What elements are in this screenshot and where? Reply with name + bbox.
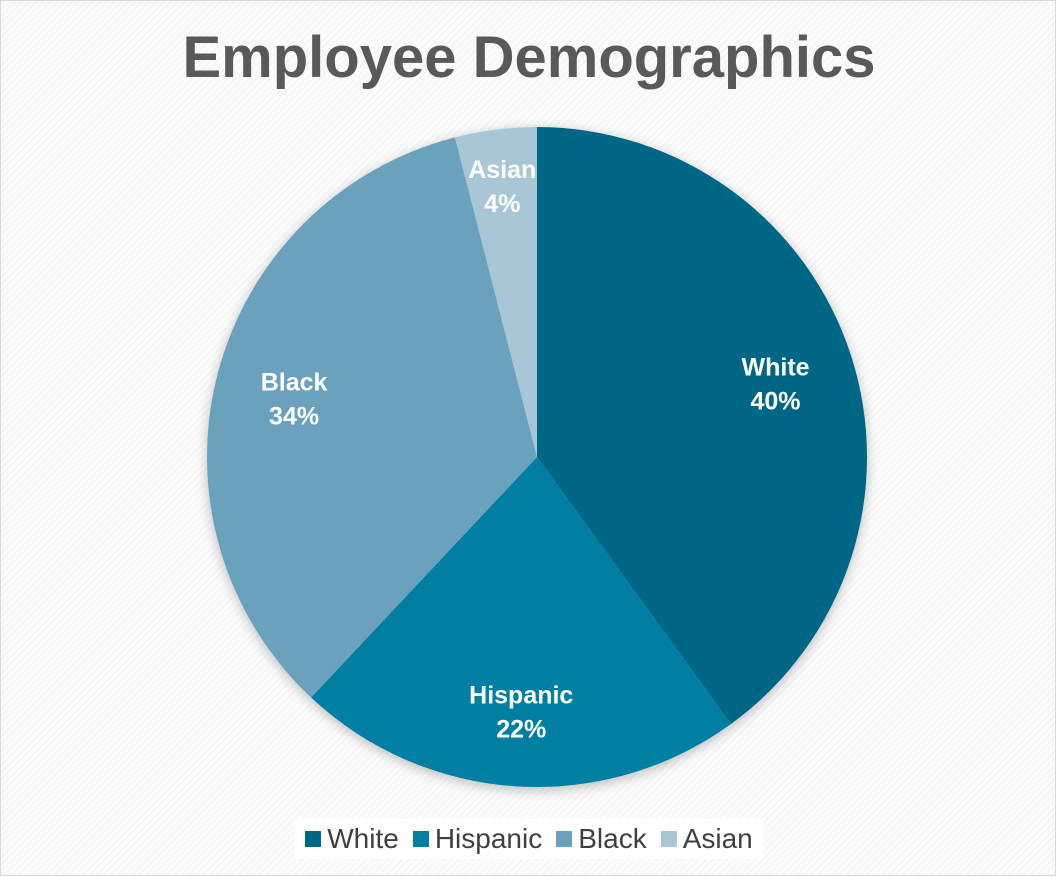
slice-label-black: Black [261,369,328,397]
legend-label: Asian [682,823,753,854]
slice-value-hispanic: 22% [496,715,546,743]
legend-swatch [305,831,322,847]
slice-value-asian: 4% [484,190,520,218]
slice-label-asian: Asian [468,156,536,184]
legend-swatch [660,831,677,847]
pie-slice-white [537,127,867,724]
slice-value-white: 40% [751,387,801,415]
slice-label-white: White [742,353,810,381]
legend-item-hispanic: Hispanic [412,823,543,855]
pie-slices [207,127,867,787]
legend-item-black: Black [556,823,647,855]
pie-slice-black [207,137,538,698]
legend-label: Hispanic [434,823,543,854]
legend-swatch [556,831,573,847]
legend-swatch [412,831,429,847]
slice-value-black: 34% [269,403,319,431]
legend-item-white: White [305,823,399,855]
legend-label: Black [578,823,647,854]
slice-label-hispanic: Hispanic [469,681,573,709]
pie-slice-hispanic [311,457,731,787]
pie-labels: White 40% Hispanic 22% Black 34% Asian 4% [261,156,810,743]
chart-title: Employee Demographics [182,25,876,90]
legend-label: White [327,823,399,854]
legend: White Hispanic Black Asian [1,819,1056,859]
pie-slice-asian [454,127,537,457]
legend-item-asian: Asian [660,823,753,855]
legend-items: White Hispanic Black Asian [295,819,763,859]
